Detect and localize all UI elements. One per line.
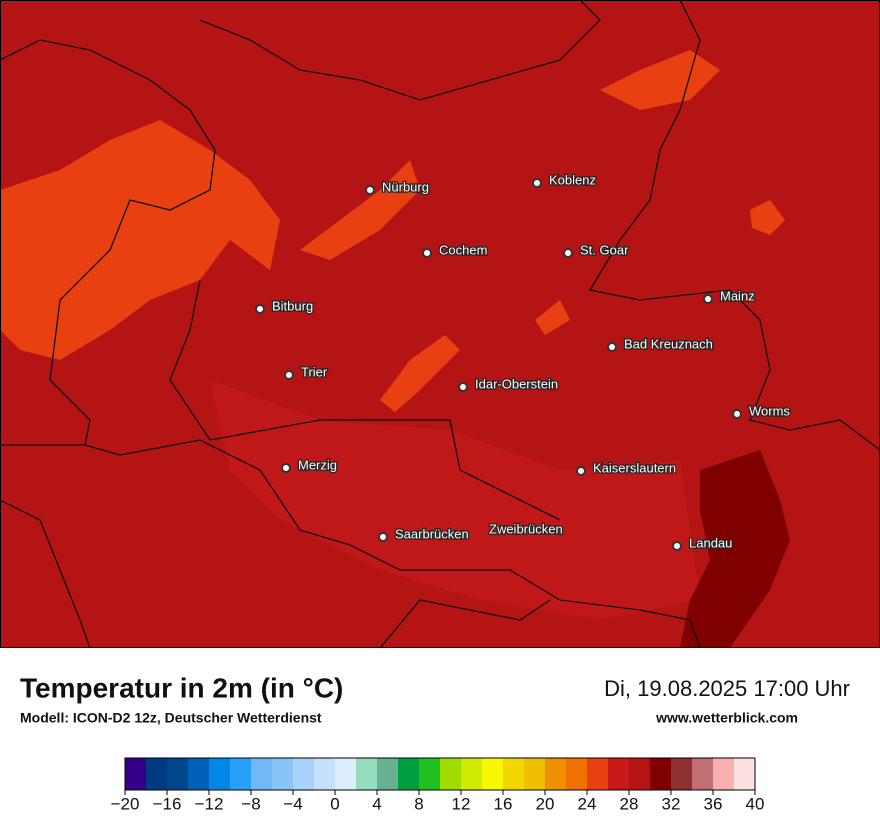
- city-marker: [422, 248, 432, 258]
- colorbar-tick-label: 40: [746, 794, 765, 813]
- warm-area: [380, 335, 460, 412]
- colorbar-tick-label: 24: [578, 794, 597, 813]
- borders: [0, 0, 880, 649]
- city-marker: [365, 185, 375, 195]
- colorbar-frame: [124, 757, 756, 791]
- colorbar-bin: [524, 758, 546, 790]
- colorbar-bin: [335, 758, 357, 790]
- warm-area: [300, 160, 420, 260]
- warm-area: [600, 50, 720, 110]
- map: Nürburg Koblenz Cochem St. Goar Bitburg Mainz…: [0, 0, 880, 649]
- colorbar-bin: [251, 758, 273, 790]
- colorbar-bin: [671, 758, 693, 790]
- colorbar-tick-label: 16: [494, 794, 513, 813]
- colorbar-bin: [503, 758, 525, 790]
- colorbar-bin: [230, 758, 252, 790]
- city-label: Saarbrücken: [395, 526, 469, 541]
- colorbar-tick-label: −20: [111, 794, 140, 813]
- colorbar-bin: [167, 758, 189, 790]
- colorbar-bin: [209, 758, 231, 790]
- colorbar-tick-label: 28: [620, 794, 639, 813]
- colorbar-bin: [440, 758, 462, 790]
- city-label: Nürburg: [382, 179, 429, 194]
- city-label: Koblenz: [549, 172, 596, 187]
- colorbar-bin: [419, 758, 441, 790]
- colorbar-bin: [398, 758, 420, 790]
- colorbar-bin: [566, 758, 588, 790]
- subtitle: Modell: ICON-D2 12z, Deutscher Wetterdie…: [20, 710, 322, 726]
- city-label: Idar-Oberstein: [475, 376, 558, 391]
- city-label: Bitburg: [272, 298, 313, 313]
- city-marker: [532, 178, 542, 188]
- city-label: Landau: [689, 535, 732, 550]
- colorbar-tick-label: 4: [372, 794, 381, 813]
- colorbar-tick-label: 12: [452, 794, 471, 813]
- colorbar-tick-label: −16: [153, 794, 182, 813]
- colorbar-tick-label: −12: [195, 794, 224, 813]
- colorbar-bin: [461, 758, 483, 790]
- city-label: Zweibrücken: [489, 521, 563, 536]
- city-marker: [576, 466, 586, 476]
- colorbar-bin: [734, 758, 756, 790]
- colorbar-tick-label: 32: [662, 794, 681, 813]
- city-marker: [672, 541, 682, 551]
- colorbar-bin: [272, 758, 294, 790]
- colorbar-bin: [188, 758, 210, 790]
- city-marker: [732, 409, 742, 419]
- city-label: Trier: [301, 364, 328, 379]
- city-label: Merzig: [298, 457, 337, 472]
- colorbar-bin: [650, 758, 672, 790]
- colorbar-bin: [482, 758, 504, 790]
- city-label: Kaiserslautern: [593, 460, 676, 475]
- colorbar-bin: [692, 758, 714, 790]
- city-marker: [458, 382, 468, 392]
- colorbar-bin: [293, 758, 315, 790]
- city-label: Worms: [749, 403, 790, 418]
- warm-area: [750, 200, 785, 235]
- colorbar-bin: [545, 758, 567, 790]
- colorbar-tick-label: 0: [330, 794, 339, 813]
- website: www.wetterblick.com: [655, 710, 798, 726]
- colorbar-bin: [377, 758, 399, 790]
- city-marker: [378, 532, 388, 542]
- colorbar-bin: [314, 758, 336, 790]
- city-label: Cochem: [439, 242, 487, 257]
- colorbar-bin: [587, 758, 609, 790]
- city-label: Bad Kreuznach: [624, 336, 713, 351]
- city-marker: [703, 294, 713, 304]
- city-label: Mainz: [720, 288, 755, 303]
- city-label: St. Goar: [580, 242, 629, 257]
- colorbar-tick-label: 8: [414, 794, 423, 813]
- hot-area: [680, 450, 790, 648]
- title: Temperatur in 2m (in °C): [20, 672, 343, 703]
- mild-area: [210, 380, 700, 620]
- colorbar-bin: [125, 758, 147, 790]
- colorbar-tick-label: 20: [536, 794, 555, 813]
- city-marker: [607, 342, 617, 352]
- city-marker: [281, 463, 291, 473]
- warm-area: [0, 120, 280, 360]
- city-marker: [255, 304, 265, 314]
- city-marker: [563, 248, 573, 258]
- date: Di, 19.08.2025 17:00 Uhr: [604, 676, 850, 701]
- colorbar-tick-label: −4: [283, 794, 302, 813]
- colorbar-bin: [629, 758, 651, 790]
- colorbar-bin: [146, 758, 168, 790]
- colorbar-bin: [608, 758, 630, 790]
- warm-area: [535, 300, 570, 335]
- colorbar-tick-label: −8: [241, 794, 260, 813]
- colorbar-tick-label: 36: [704, 794, 723, 813]
- colorbar-bin: [713, 758, 735, 790]
- colorbar-bin: [356, 758, 378, 790]
- city-marker: [284, 370, 294, 380]
